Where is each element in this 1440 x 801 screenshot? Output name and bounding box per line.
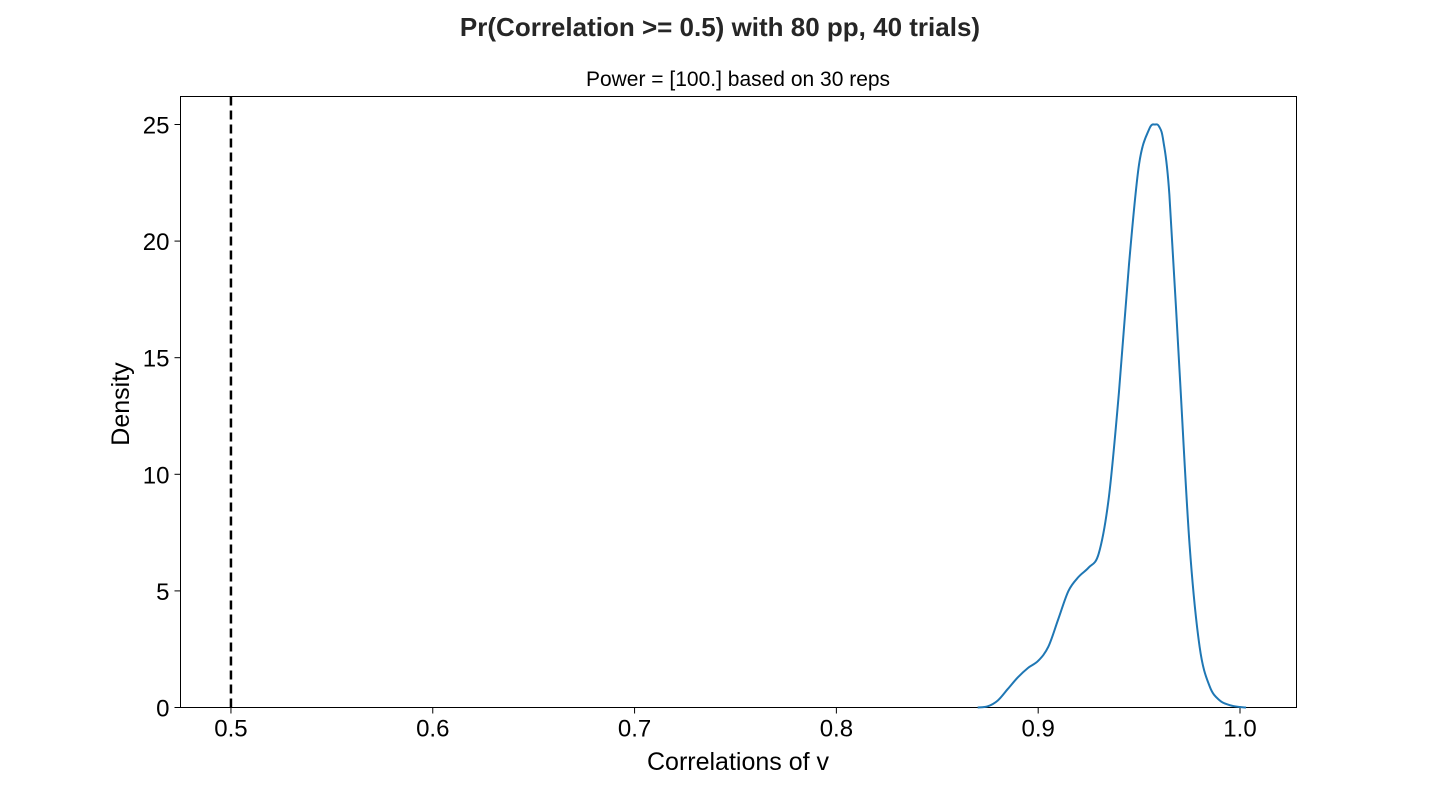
y-tick-label: 20 bbox=[143, 229, 170, 256]
axes-title: Power = [100.] based on 30 reps bbox=[586, 68, 890, 91]
x-tick-label: 0.8 bbox=[820, 716, 853, 743]
y-tick-label: 25 bbox=[143, 112, 170, 139]
x-tick-label: 0.5 bbox=[214, 716, 247, 743]
x-tick-label: 0.9 bbox=[1021, 716, 1054, 743]
x-tick-label: 1.0 bbox=[1223, 716, 1256, 743]
density-curve bbox=[977, 123, 1247, 709]
series-layer bbox=[977, 123, 1247, 709]
x-axis: 0.5 0.6 0.7 0.8 0.9 1.0 bbox=[214, 707, 1257, 743]
x-axis-label: Correlations of v bbox=[647, 748, 830, 776]
x-tick-label: 0.6 bbox=[416, 716, 449, 743]
figure-suptitle: Pr(Correlation >= 0.5) with 80 pp, 40 tr… bbox=[460, 12, 980, 42]
y-axis-label: Density bbox=[107, 362, 135, 446]
x-tick-label: 0.7 bbox=[618, 716, 651, 743]
y-tick-label: 5 bbox=[156, 579, 169, 606]
y-axis: 0 5 10 15 20 25 bbox=[143, 112, 181, 723]
plot-area bbox=[180, 96, 1297, 708]
y-tick-label: 10 bbox=[143, 462, 170, 489]
y-tick-label: 15 bbox=[143, 346, 170, 373]
y-tick-label: 0 bbox=[156, 696, 169, 723]
